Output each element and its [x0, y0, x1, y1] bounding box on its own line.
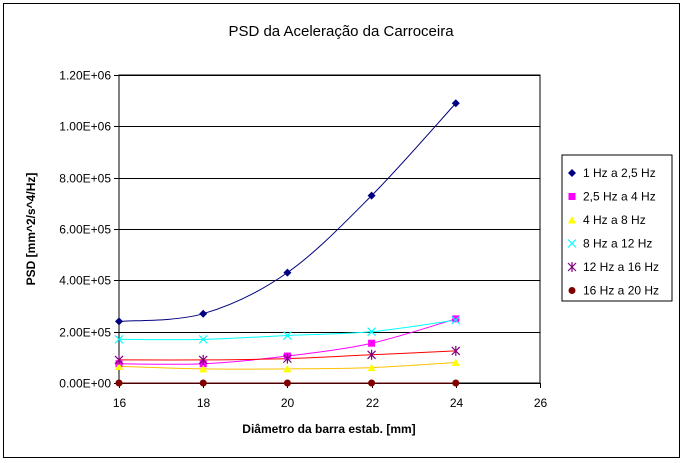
- data-point: [115, 362, 123, 370]
- data-point: [198, 334, 208, 344]
- data-point: [367, 191, 376, 200]
- y-axis-ticks: 0.00E+00 2.00E+05 4.00E+05 6.00E+05 8.00E+05…: [59, 69, 119, 391]
- data-point: [452, 379, 460, 387]
- data-point: [451, 358, 460, 366]
- data-point: [283, 268, 292, 277]
- legend-marker: [568, 216, 576, 224]
- legend-marker: [567, 262, 577, 272]
- data-point: [114, 334, 124, 344]
- data-point: [199, 309, 208, 318]
- chart-title: PSD da Aceleração da Carroceira: [228, 23, 454, 40]
- x-tick-label: 20: [281, 396, 295, 410]
- data-point: [199, 379, 207, 387]
- data-point: [283, 379, 291, 387]
- y-tick-label: 4.00E+05: [59, 274, 111, 288]
- y-tick-label: 1.00E+06: [59, 120, 111, 134]
- data-point: [199, 364, 208, 373]
- series-line: [118, 102, 457, 322]
- y-tick-label: 8.00E+05: [59, 172, 111, 186]
- y-tick-label: 0.00E+00: [59, 377, 111, 391]
- legend-marker: [568, 287, 576, 294]
- data-point: [115, 317, 123, 326]
- trendlines: [118, 102, 457, 384]
- legend: 1 Hz a 2,5 Hz 2,5 Hz a 4 Hz 4 Hz a 8 Hz 8 H…: [561, 154, 673, 302]
- data-point: [115, 379, 123, 387]
- data-point: [283, 364, 292, 373]
- y-tick-label: 1.20E+06: [59, 69, 111, 83]
- x-axis-title: Diâmetro da barra estab. [mm]: [242, 422, 415, 436]
- data-point: [368, 379, 376, 387]
- legend-marker: [567, 239, 577, 248]
- data-markers: [114, 99, 461, 387]
- legend-marker: [568, 169, 576, 177]
- legend-label: 4 Hz a 8 Hz: [583, 213, 646, 227]
- data-point: [451, 99, 460, 108]
- data-point: [198, 354, 208, 365]
- y-axis-title: PSD [mm^2/s^4/Hz]: [24, 173, 38, 286]
- x-tick-label: 18: [197, 396, 211, 410]
- data-point: [367, 327, 377, 337]
- data-point: [452, 315, 460, 323]
- data-point: [451, 345, 461, 356]
- x-tick-label: 24: [450, 396, 464, 410]
- legend-box: [561, 154, 673, 302]
- legend-label: 1 Hz a 2,5 Hz: [583, 166, 656, 180]
- gridlines: [119, 75, 540, 384]
- data-point: [367, 363, 376, 372]
- x-axis-ticks: 16 18 20 22 24 26: [113, 383, 548, 410]
- data-point: [367, 349, 377, 360]
- data-point: [451, 315, 461, 325]
- legend-label: 16 Hz a 20 Hz: [583, 284, 659, 298]
- y-tick-label: 2.00E+05: [59, 326, 111, 340]
- x-tick-label: 22: [366, 396, 380, 410]
- data-point: [282, 331, 292, 340]
- y-tick-label: 6.00E+05: [59, 223, 111, 237]
- legend-label: 8 Hz a 12 Hz: [583, 237, 652, 251]
- data-point: [282, 353, 292, 364]
- data-point: [114, 354, 124, 365]
- data-point: [368, 339, 376, 347]
- legend-label: 12 Hz a 16 Hz: [583, 260, 659, 274]
- x-tick-label: 16: [113, 396, 127, 410]
- x-tick-label: 26: [534, 396, 548, 410]
- legend-label: 2,5 Hz a 4 Hz: [583, 190, 656, 204]
- legend-marker: [568, 193, 576, 200]
- series-line: [118, 319, 456, 341]
